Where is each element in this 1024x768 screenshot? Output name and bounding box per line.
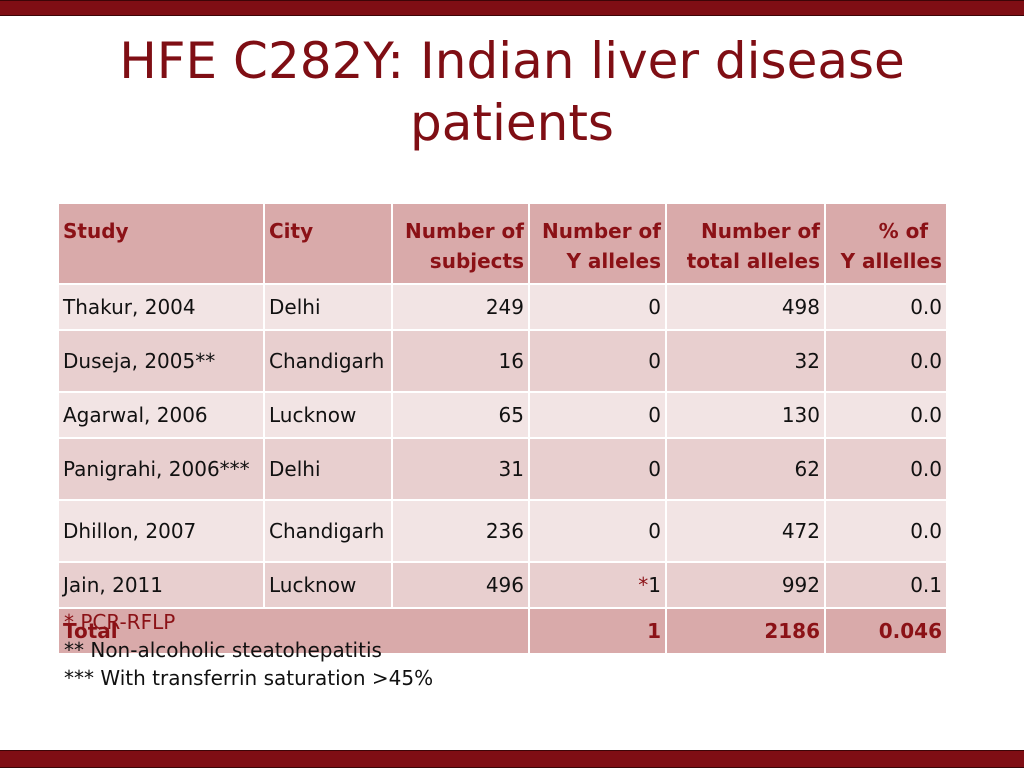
footnote-pcr-rflp: * PCR-RFLP xyxy=(64,610,176,634)
table-row: Agarwal, 2006 Lucknow 65 0 130 0.0 xyxy=(59,392,948,439)
table-row: Dhillon, 2007 Chandigarh 236 0 472 0.0 xyxy=(59,500,948,563)
cell-subjects: 31 xyxy=(392,438,530,501)
data-table: Study City Number of subjects Number of Y … xyxy=(59,204,948,655)
cell-city: Lucknow xyxy=(264,392,393,439)
table-total-row: Total 1 2186 0.046 xyxy=(59,608,948,655)
cell-subjects: 236 xyxy=(392,500,530,563)
cell-study: Duseja, 2005** xyxy=(59,330,265,393)
cell-y-alleles: *1 xyxy=(529,562,667,609)
cell-pct: 0.0 xyxy=(825,284,948,331)
cell-total-alleles: 472 xyxy=(666,500,826,563)
cell-y-alleles: 0 xyxy=(529,330,667,393)
bottom-accent-bar xyxy=(0,750,1024,768)
total-y-alleles: 1 xyxy=(529,608,667,655)
cell-pct: 0.0 xyxy=(825,392,948,439)
header-city: City xyxy=(264,204,393,285)
cell-pct: 0.0 xyxy=(825,500,948,563)
header-subjects: Number of subjects xyxy=(392,204,530,285)
header-y-alleles: Number of Y alleles xyxy=(529,204,667,285)
cell-y-alleles: 0 xyxy=(529,284,667,331)
cell-subjects: 249 xyxy=(392,284,530,331)
header-total-alleles: Number of total alleles xyxy=(666,204,826,285)
footnote-transferrin: *** With transferrin saturation >45% xyxy=(64,666,434,690)
cell-study: Agarwal, 2006 xyxy=(59,392,265,439)
footnotes: * PCR-RFLP ** Non-alcoholic steatohepati… xyxy=(64,608,433,692)
cell-total-alleles: 32 xyxy=(666,330,826,393)
cell-pct: 0.0 xyxy=(825,438,948,501)
cell-study: Thakur, 2004 xyxy=(59,284,265,331)
cell-city: Lucknow xyxy=(264,562,393,609)
cell-subjects: 16 xyxy=(392,330,530,393)
cell-study: Jain, 2011 xyxy=(59,562,265,609)
cell-y-alleles: 0 xyxy=(529,438,667,501)
cell-study: Dhillon, 2007 xyxy=(59,500,265,563)
cell-city: Chandigarh xyxy=(264,500,393,563)
cell-city: Delhi xyxy=(264,438,393,501)
total-label: Total xyxy=(59,608,530,655)
slide-title-line-1: HFE C282Y: Indian liver disease xyxy=(119,32,905,90)
cell-study: Panigrahi, 2006*** xyxy=(59,438,265,501)
slide-title: HFE C282Y: Indian liver disease patients xyxy=(0,30,1024,154)
table-row: Panigrahi, 2006*** Delhi 31 0 62 0.0 xyxy=(59,438,948,501)
cell-pct: 0.1 xyxy=(825,562,948,609)
cell-subjects: 496 xyxy=(392,562,530,609)
table-header-row: Study City Number of subjects Number of Y … xyxy=(59,204,948,285)
header-study: Study xyxy=(59,204,265,285)
footnote-nash: ** Non-alcoholic steatohepatitis xyxy=(64,638,382,662)
top-accent-bar xyxy=(0,0,1024,16)
cell-pct: 0.0 xyxy=(825,330,948,393)
cell-total-alleles: 130 xyxy=(666,392,826,439)
cell-total-alleles: 62 xyxy=(666,438,826,501)
cell-city: Delhi xyxy=(264,284,393,331)
cell-y-alleles: 0 xyxy=(529,392,667,439)
cell-total-alleles: 992 xyxy=(666,562,826,609)
cell-subjects: 65 xyxy=(392,392,530,439)
table-row: Thakur, 2004 Delhi 249 0 498 0.0 xyxy=(59,284,948,331)
slide-title-line-2: patients xyxy=(410,94,614,152)
table-row: Duseja, 2005** Chandigarh 16 0 32 0.0 xyxy=(59,330,948,393)
total-total-alleles: 2186 xyxy=(666,608,826,655)
cell-total-alleles: 498 xyxy=(666,284,826,331)
cell-y-alleles: 0 xyxy=(529,500,667,563)
table-row: Jain, 2011 Lucknow 496 *1 992 0.1 xyxy=(59,562,948,609)
cell-city: Chandigarh xyxy=(264,330,393,393)
header-pct-y-alleles: % of Y allelles xyxy=(825,204,948,285)
total-pct: 0.046 xyxy=(825,608,948,655)
